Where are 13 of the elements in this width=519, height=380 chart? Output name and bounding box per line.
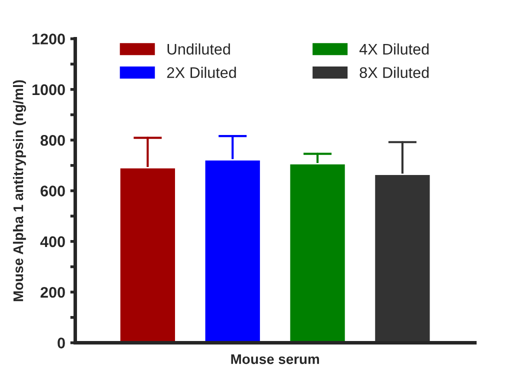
y-tick-label: 400	[40, 236, 65, 248]
legend-label: 2X Diluted	[167, 66, 236, 78]
y-tick-label: 1200	[32, 34, 65, 44]
y-tick-label: 600	[40, 186, 65, 196]
y-tick-label: 200	[40, 286, 65, 298]
legend-label: Undiluted	[168, 43, 230, 55]
legend-label: 4X Diluted	[359, 43, 429, 55]
y-tick-label: 0	[58, 338, 65, 348]
y-tick-label: 800	[40, 134, 65, 146]
x-tick-label: Mouse serum	[231, 354, 319, 364]
legend-label: 8X Diluted	[360, 66, 429, 78]
y-tick-label: 1000	[32, 84, 65, 96]
y-axis-title: Mouse Alpha 1 antitrypsin (ng/ml)	[12, 80, 26, 302]
